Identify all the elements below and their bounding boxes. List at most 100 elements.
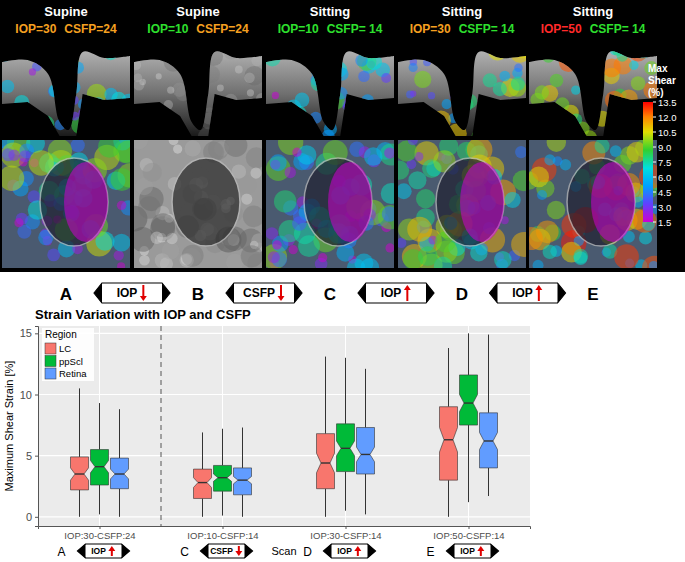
x-axis: IOP:30-CSFP:24IOP:10-CSFP:14IOP:30-CSFP:… bbox=[39, 526, 531, 541]
box-median bbox=[484, 440, 493, 441]
box-body bbox=[357, 428, 375, 474]
badge-arrowhead bbox=[201, 544, 209, 558]
enface-texture bbox=[246, 147, 262, 168]
badge-arrowhead bbox=[324, 544, 332, 558]
enface-texture bbox=[292, 216, 307, 231]
oct-texture bbox=[99, 118, 115, 134]
oct-texture bbox=[18, 126, 32, 140]
badge-red-arrowhead bbox=[404, 285, 411, 290]
panel-posture: Supine bbox=[44, 4, 87, 19]
badge-frame bbox=[447, 544, 499, 558]
oct-texture bbox=[23, 44, 40, 61]
oct-texture bbox=[436, 118, 448, 130]
enface-texture bbox=[2, 166, 24, 191]
box-body bbox=[337, 424, 355, 472]
x-tick-mark bbox=[469, 526, 470, 529]
oct-overlay bbox=[0, 41, 135, 146]
badge-arrowhead bbox=[122, 544, 130, 558]
colorbar-tick-label: 7.5 bbox=[658, 157, 671, 168]
colorbar-tick bbox=[653, 102, 656, 103]
enface-texture bbox=[185, 140, 201, 156]
oct-texture bbox=[199, 90, 208, 99]
panel-posture: Sitting bbox=[573, 4, 613, 19]
oct-texture bbox=[420, 106, 432, 118]
oct-texture bbox=[213, 131, 221, 139]
badge-frame bbox=[324, 544, 376, 558]
oct-texture bbox=[617, 51, 628, 62]
oct-texture bbox=[247, 98, 256, 107]
enface-image bbox=[529, 140, 657, 268]
change-badge: IOP bbox=[94, 283, 170, 303]
box bbox=[111, 409, 129, 517]
enface-texture bbox=[533, 260, 544, 268]
whisker-high bbox=[325, 357, 326, 434]
scan-letter: B bbox=[192, 285, 204, 304]
oct-texture bbox=[414, 71, 431, 88]
colorbar-tick-label: 6.0 bbox=[658, 172, 671, 183]
badge-arrowhead bbox=[162, 283, 170, 303]
badge-frame bbox=[201, 544, 253, 558]
badge-label: CSFP bbox=[210, 546, 233, 556]
oct-texture bbox=[602, 59, 621, 78]
oct-texture bbox=[103, 45, 118, 60]
badge-arrowhead bbox=[558, 283, 566, 303]
badge-arrowhead bbox=[94, 283, 102, 303]
colorbar-tick bbox=[653, 162, 656, 163]
panel-pressures: IOP=30CSFP= 14 bbox=[410, 22, 515, 36]
oct-texture bbox=[18, 115, 32, 129]
y-tick-mark bbox=[35, 333, 38, 334]
enface-texture bbox=[378, 205, 394, 229]
oct-texture bbox=[59, 51, 79, 71]
oct-texture bbox=[61, 71, 77, 87]
x-tick-label: IOP:30-CSFP:24 bbox=[64, 530, 135, 541]
whisker-high bbox=[222, 429, 223, 466]
enface-texture bbox=[117, 201, 126, 210]
x-tick-label: IOP:30-CSFP:14 bbox=[310, 530, 381, 541]
scan-icon-letter: E bbox=[426, 545, 434, 559]
oct-texture bbox=[72, 61, 84, 73]
oct-texture bbox=[310, 112, 322, 124]
oct-texture bbox=[628, 42, 648, 62]
change-badge: CSFP bbox=[201, 544, 253, 558]
enface-texture bbox=[268, 251, 280, 263]
oct-texture bbox=[119, 125, 131, 137]
grid-line-y bbox=[38, 333, 530, 334]
oct-texture bbox=[510, 121, 526, 137]
whisker-low bbox=[345, 472, 346, 511]
oct-texture bbox=[422, 121, 441, 140]
enface-texture bbox=[238, 176, 256, 194]
enface-texture bbox=[515, 146, 526, 158]
enface-texture bbox=[250, 168, 261, 179]
badge-label: IOP bbox=[460, 546, 475, 556]
oct-texture bbox=[458, 99, 467, 108]
badge-arrowhead bbox=[368, 544, 376, 558]
badge-frame bbox=[490, 283, 566, 303]
badge-arrowhead bbox=[426, 283, 434, 303]
oct-tissue bbox=[398, 51, 526, 136]
oct-texture bbox=[256, 93, 268, 105]
badge-red-arrowhead bbox=[278, 296, 285, 301]
enface-texture bbox=[537, 190, 547, 200]
chart-title: Strain Variation with IOP and CSFP bbox=[35, 307, 251, 322]
oct-texture bbox=[550, 74, 564, 88]
enface-texture bbox=[418, 246, 438, 266]
enface-texture bbox=[398, 183, 412, 199]
enface-base bbox=[266, 140, 394, 268]
oct-texture bbox=[493, 82, 507, 96]
box-median bbox=[75, 473, 84, 474]
box-median bbox=[464, 402, 473, 403]
box bbox=[317, 357, 335, 517]
panel-iop: IOP=10 bbox=[147, 22, 188, 36]
oct-texture bbox=[485, 125, 495, 135]
optic-disc bbox=[567, 158, 635, 246]
image-panel: SittingIOP=30CSFP= 14 bbox=[390, 4, 536, 276]
oct-texture bbox=[485, 129, 492, 136]
enface-texture bbox=[143, 163, 162, 182]
enface-texture bbox=[134, 140, 148, 149]
y-tick-mark bbox=[35, 456, 38, 457]
box-body bbox=[71, 457, 89, 490]
figure: SupineIOP=30CSFP=24SupineIOP=10CSFP=24Si… bbox=[0, 0, 685, 562]
grid-line-x bbox=[99, 326, 100, 526]
badge-frame bbox=[226, 283, 302, 303]
oct-overlay bbox=[264, 38, 397, 147]
